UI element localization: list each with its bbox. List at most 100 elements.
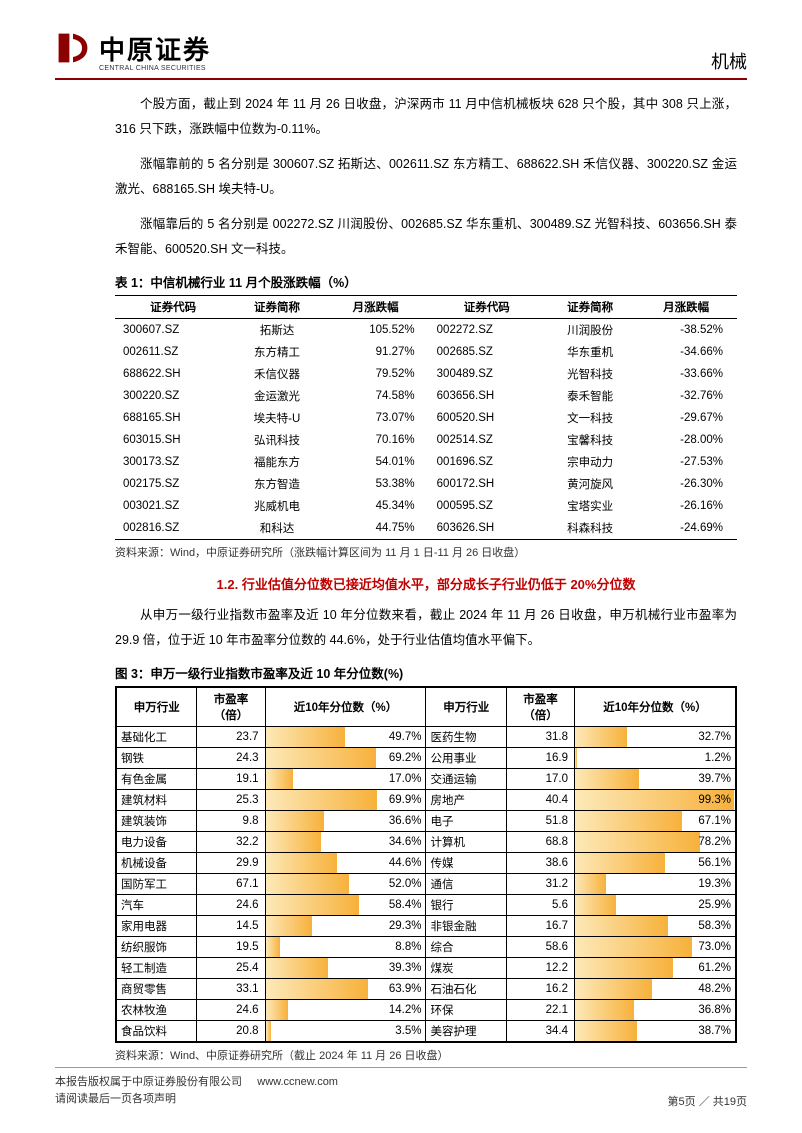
pe-percentile-table: 申万行业市盈率（倍）近10年分位数（%）申万行业市盈率（倍）近10年分位数（%）…	[116, 687, 736, 1042]
table2-cell-text: 机械设备	[117, 853, 196, 873]
table2-cell-text: 24.6	[197, 1002, 264, 1018]
table2-cell-text: 电力设备	[117, 832, 196, 852]
table1-cell: 文一科技	[545, 407, 635, 429]
table2-cell: 68.8	[506, 832, 574, 853]
table2-cell-text: 建筑材料	[117, 790, 196, 810]
percentile-label: 44.6%	[389, 857, 422, 869]
table1-cell: 002685.SZ	[429, 341, 545, 363]
table1-cell: 弘讯科技	[231, 429, 322, 451]
table2-cell-text: 公用事业	[426, 748, 505, 768]
table2-cell-text: 68.8	[507, 834, 574, 850]
table1-source: 资料来源：Wind，中原证券研究所（涨跌幅计算区间为 11 月 1 日-11 月…	[115, 544, 737, 560]
table2-cell: 公用事业	[426, 748, 506, 769]
percentile-bar	[266, 979, 368, 999]
percentile-label: 19.3%	[698, 878, 731, 890]
table2-cell-text: 58.6	[507, 939, 574, 955]
table2-cell: 9.8	[197, 811, 265, 832]
percentile-cell: 67.1%	[575, 811, 736, 832]
table-row: 轻工制造25.439.3%煤炭12.261.2%	[117, 958, 736, 979]
table2-cell-text: 22.1	[507, 1002, 574, 1018]
table2-cell: 农林牧渔	[117, 1000, 197, 1021]
table2-cell: 建筑装饰	[117, 811, 197, 832]
paragraph-1: 个股方面，截止到 2024 年 11 月 26 日收盘，沪深两市 11 月中信机…	[115, 92, 737, 142]
logo-icon	[55, 30, 91, 66]
table2-cell: 电力设备	[117, 832, 197, 853]
table1-cell: 603015.SH	[115, 429, 231, 451]
table1-cell: 福能东方	[231, 451, 322, 473]
table1-cell: 105.52%	[323, 319, 429, 342]
table1-cell: 44.75%	[323, 517, 429, 540]
table2-cell: 23.7	[197, 727, 265, 748]
percentile-cell: 29.3%	[265, 916, 426, 937]
percentile-label: 61.2%	[698, 962, 731, 974]
percentile-bar	[575, 769, 639, 789]
table2-cell-text: 29.9	[197, 855, 264, 871]
table1-cell: -27.53%	[635, 451, 737, 473]
footer-copyright: 本报告版权属于中原证券股份有限公司	[55, 1076, 242, 1088]
percentile-cell: 69.9%	[265, 790, 426, 811]
table2-cell: 房地产	[426, 790, 506, 811]
table1-cell: 300220.SZ	[115, 385, 231, 407]
table1-cell: 300489.SZ	[429, 363, 545, 385]
table2-cell-text: 银行	[426, 895, 505, 915]
stock-change-table: 证券代码证券简称月涨跌幅证券代码证券简称月涨跌幅 300607.SZ拓斯达105…	[115, 295, 737, 540]
percentile-label: 58.3%	[698, 920, 731, 932]
table2-cell-text: 20.8	[197, 1023, 264, 1039]
percentile-label: 1.2%	[705, 752, 731, 764]
table1-cell: 华东重机	[545, 341, 635, 363]
percentile-bar	[266, 1021, 272, 1041]
table2-cell: 19.5	[197, 937, 265, 958]
table2-cell-text: 17.0	[507, 771, 574, 787]
table-row: 纺织服饰19.58.8%综合58.673.0%	[117, 937, 736, 958]
table2-cell-text: 电子	[426, 811, 505, 831]
percentile-label: 36.6%	[389, 815, 422, 827]
logo-text-en: CENTRAL CHINA SECURITIES	[99, 65, 211, 72]
table2-cell: 商贸零售	[117, 979, 197, 1000]
table2-cell-text: 煤炭	[426, 958, 505, 978]
document-category: 机械	[711, 48, 747, 74]
percentile-label: 63.9%	[389, 983, 422, 995]
percentile-label: 52.0%	[389, 878, 422, 890]
table2-cell: 非银金融	[426, 916, 506, 937]
table2-cell-text: 房地产	[426, 790, 505, 810]
table2-cell-text: 51.8	[507, 813, 574, 829]
percentile-label: 32.7%	[698, 731, 731, 743]
table-row: 有色金属19.117.0%交通运输17.039.7%	[117, 769, 736, 790]
percentile-bar	[575, 853, 665, 873]
fig3-caption: 图 3：申万一级行业指数市盈率及近 10 年分位数(%)	[115, 663, 737, 682]
paragraph-3: 涨幅靠后的 5 名分别是 002272.SZ 川润股份、002685.SZ 华东…	[115, 212, 737, 262]
table-row: 汽车24.658.4%银行5.625.9%	[117, 895, 736, 916]
table2-cell-text: 环保	[426, 1000, 505, 1020]
footer-disclaimer: 请阅读最后一页各项声明	[55, 1093, 176, 1105]
percentile-label: 73.0%	[698, 941, 731, 953]
table-row: 建筑装饰9.8 36.6% 电子51.867.1%	[117, 811, 736, 832]
table2-cell-text: 商贸零售	[117, 979, 196, 999]
percentile-cell: 14.2%	[265, 1000, 426, 1021]
table2-header-cell: 申万行业	[426, 688, 506, 727]
table2-cell: 20.8	[197, 1021, 265, 1042]
fig3-source: 资料来源：Wind、中原证券研究所（截止 2024 年 11 月 26 日收盘）	[115, 1047, 737, 1063]
percentile-bar	[575, 895, 616, 915]
percentile-cell: 39.3%	[265, 958, 426, 979]
table2-cell-text: 24.6	[197, 897, 264, 913]
percentile-bar	[575, 937, 692, 957]
percentile-bar	[575, 916, 668, 936]
table1-cell: 禾信仪器	[231, 363, 322, 385]
table2-cell: 石油石化	[426, 979, 506, 1000]
percentile-cell: 17.0%	[265, 769, 426, 790]
table2-cell-text: 医药生物	[426, 727, 505, 747]
page-number: 第5页 ／ 共19页	[668, 1093, 747, 1109]
percentile-label: 14.2%	[389, 1004, 422, 1016]
percentile-cell: 52.0%	[265, 874, 426, 895]
table2-cell: 51.8	[506, 811, 574, 832]
footer-url: www.ccnew.com	[257, 1076, 338, 1088]
percentile-label: 39.3%	[389, 962, 422, 974]
table1-cell: 300607.SZ	[115, 319, 231, 342]
table2-cell-text: 31.8	[507, 729, 574, 745]
logo-text-cn: 中原证券	[99, 30, 211, 67]
table1-cell: 003021.SZ	[115, 495, 231, 517]
table2-cell-text: 25.4	[197, 960, 264, 976]
percentile-cell: 61.2%	[575, 958, 736, 979]
table-row: 钢铁24.369.2%公用事业16.91.2%	[117, 748, 736, 769]
table1-cell: 川润股份	[545, 319, 635, 342]
